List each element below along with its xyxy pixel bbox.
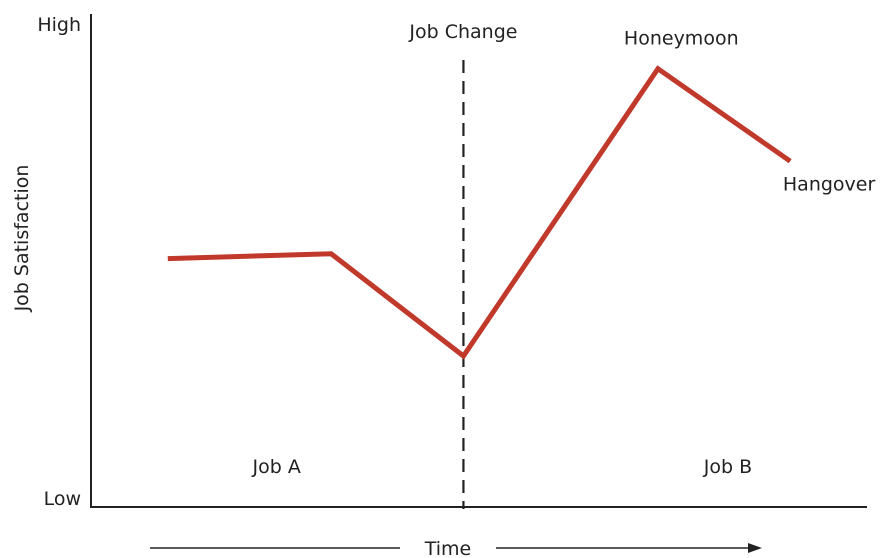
y-tick-high: High xyxy=(37,14,81,36)
job-change-marker-label: Job Change xyxy=(408,21,517,43)
annotation-honeymoon: Honeymoon xyxy=(624,27,739,49)
satisfaction-series-line xyxy=(167,65,792,360)
region-label-job-b: Job B xyxy=(703,456,752,478)
time-arrow-head-icon xyxy=(748,543,762,553)
x-axis-label: Time xyxy=(424,538,472,558)
annotation-hangover: Hangover xyxy=(783,173,876,195)
y-axis-label: Job Satisfaction xyxy=(11,165,33,313)
chart-marks: Job Change Job A Job B Honeymoon Hangover xyxy=(167,21,876,509)
region-label-job-a: Job A xyxy=(252,456,301,478)
y-tick-low: Low xyxy=(44,488,81,510)
